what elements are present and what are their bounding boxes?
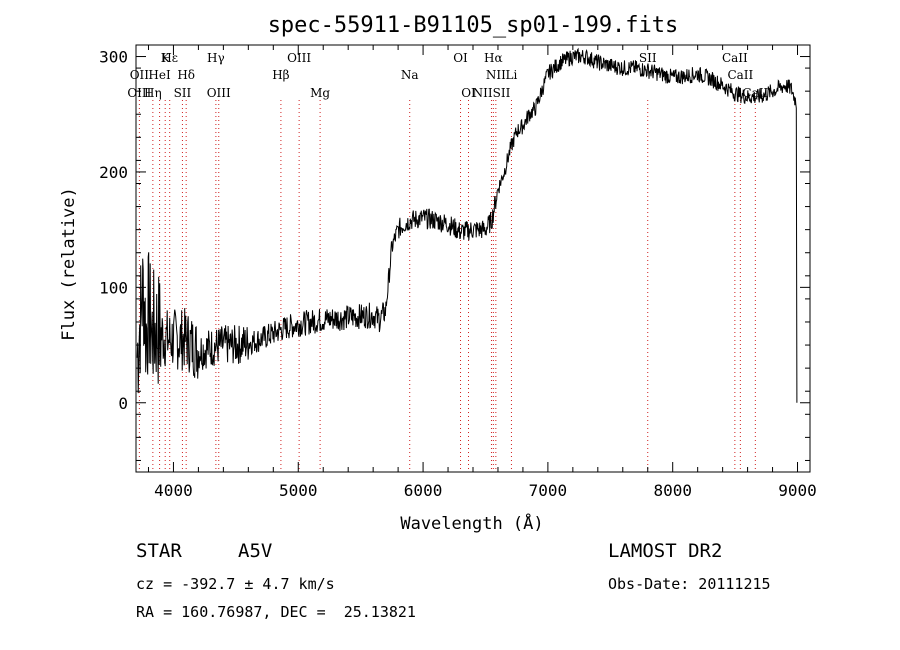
marker-label: OII (130, 68, 150, 82)
marker-label: NIISII (473, 86, 511, 100)
marker-label: Hη (144, 86, 162, 100)
x-tick-label: 6000 (404, 481, 443, 500)
x-tick-label: 5000 (279, 481, 318, 500)
marker-label: Hα (484, 51, 503, 65)
y-axis-label: Flux (relative) (59, 187, 79, 341)
marker-label: OIII (207, 86, 231, 100)
marker-label: OIII (127, 86, 151, 100)
marker-label: Hδ (177, 68, 195, 82)
y-tick-label: 100 (99, 278, 128, 297)
marker-label: K (161, 51, 171, 65)
marker-label: OIII (287, 51, 311, 65)
marker-label: Hβ (272, 68, 289, 82)
x-tick-label: 9000 (778, 481, 817, 500)
marker-label: Na (401, 68, 419, 82)
x-tick-label: 8000 (653, 481, 692, 500)
marker-label: Li (506, 68, 518, 82)
marker-label: Hγ (207, 51, 225, 65)
object-subclass: A5V (238, 540, 273, 562)
survey-name: LAMOST DR2 (608, 540, 723, 562)
spectrum-series-line (136, 47, 798, 403)
x-tick-label: 7000 (529, 481, 568, 500)
marker-label: CaII (727, 68, 753, 82)
axis-ticks: 4000 5000 6000 7000 8000 9000 0 100 200 300 (99, 45, 817, 500)
chart-title: spec-55911-B91105_sp01-199.fits (268, 13, 679, 38)
marker-label: Mg (310, 86, 330, 100)
y-tick-label: 300 (99, 48, 128, 67)
x-tick-label: 4000 (154, 481, 193, 500)
marker-label: SII (639, 51, 657, 65)
marker-label: OI (461, 86, 476, 100)
marker-label: OI (453, 51, 468, 65)
ra-dec: RA = 160.76987, DEC = 25.13821 (136, 603, 416, 621)
x-axis-label: Wavelength (Å) (400, 512, 543, 534)
marker-label: HeI (148, 68, 171, 82)
object-class: STAR (136, 540, 182, 562)
observation-date: Obs-Date: 20111215 (608, 575, 771, 593)
plot-frame (135, 44, 811, 473)
redshift-cz: cz = -392.7 ± 4.7 km/s (136, 575, 335, 593)
marker-label: SII (174, 86, 192, 100)
y-tick-label: 200 (99, 163, 128, 182)
marker-label: CaII (722, 51, 748, 65)
marker-label: NII (486, 68, 506, 82)
y-tick-label: 0 (118, 394, 128, 413)
